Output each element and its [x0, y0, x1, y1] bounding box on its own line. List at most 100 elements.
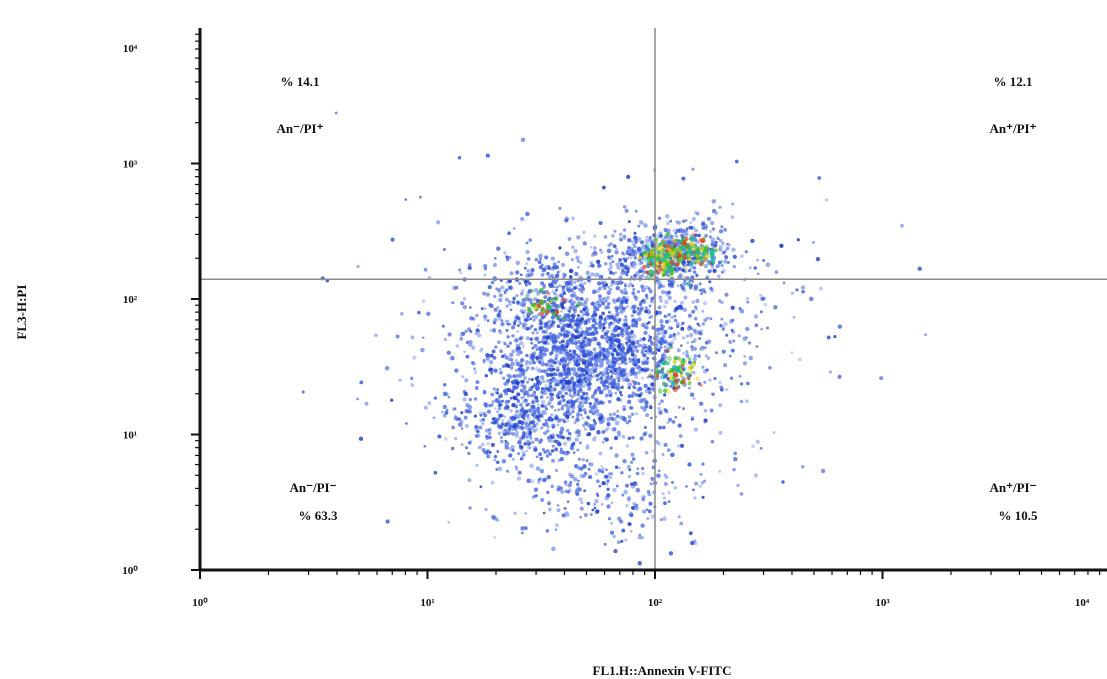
density-dot [721, 328, 725, 331]
density-dot [644, 325, 649, 330]
density-dot [699, 256, 703, 260]
density-dot [650, 296, 654, 301]
density-dot [582, 379, 586, 382]
density-dot [515, 343, 521, 348]
density-dot [693, 541, 698, 546]
density-dot [689, 392, 695, 397]
density-dot [667, 417, 673, 422]
density-dot [607, 399, 612, 404]
density-dot [570, 333, 575, 338]
density-dot [622, 290, 626, 294]
density-dot [511, 416, 516, 421]
density-dot [384, 365, 390, 371]
density-dot [711, 392, 715, 396]
density-dot [641, 466, 645, 471]
density-dot [622, 407, 627, 412]
density-dot [691, 280, 694, 283]
density-dot [552, 262, 557, 267]
density-dot [627, 522, 632, 527]
density-dot [615, 339, 620, 344]
density-dot [629, 256, 633, 260]
density-dot [611, 333, 615, 337]
density-dot [739, 399, 744, 404]
density-dot [688, 365, 693, 371]
density-dot [631, 264, 635, 268]
density-dot [550, 372, 554, 377]
density-dot [580, 416, 585, 420]
density-dot [543, 295, 548, 300]
density-dot [524, 422, 529, 427]
density-dot [460, 443, 464, 446]
density-dot [681, 321, 685, 325]
density-dot [701, 221, 706, 226]
density-dot [708, 229, 713, 234]
density-dot [519, 402, 523, 407]
density-dot [632, 243, 636, 247]
density-dot [492, 516, 498, 521]
density-dot [518, 281, 522, 285]
density-dot [661, 360, 667, 366]
density-dot [713, 376, 717, 381]
density-dot [700, 329, 703, 333]
density-dot [497, 340, 501, 344]
density-dot [556, 504, 560, 507]
density-dot [548, 500, 551, 504]
density-dot [552, 372, 557, 376]
density-dot [508, 302, 512, 306]
density-dot [579, 357, 584, 362]
density-dot [514, 368, 518, 372]
density-dot [464, 329, 468, 333]
density-dot [562, 363, 566, 367]
density-dot [501, 459, 507, 464]
density-dot [594, 397, 599, 403]
density-dot [621, 346, 626, 351]
density-dot [569, 394, 572, 398]
density-dot [675, 246, 680, 251]
density-dot [493, 458, 497, 462]
density-dot [575, 327, 579, 331]
density-dot [622, 296, 626, 300]
density-dot [687, 313, 693, 318]
density-dot [572, 393, 577, 397]
density-dot [625, 421, 629, 425]
density-dot [564, 511, 569, 515]
density-dot [708, 235, 712, 239]
density-dot [547, 324, 553, 329]
density-dot [634, 209, 638, 213]
density-dot [595, 330, 599, 334]
density-dot [604, 437, 609, 442]
density-dot [496, 314, 500, 318]
density-dot [506, 322, 510, 326]
density-dot [558, 293, 563, 298]
density-dot [691, 216, 696, 222]
density-dot [676, 368, 680, 373]
density-dot [585, 445, 590, 450]
quadrant-label-lower-right: An⁺/PI⁻ [990, 480, 1037, 495]
density-dot [625, 344, 629, 348]
density-dot [531, 358, 535, 362]
density-dot [637, 317, 642, 322]
density-dot [548, 367, 554, 373]
density-dot [632, 287, 636, 291]
density-dot [650, 476, 655, 481]
density-dot [490, 371, 494, 375]
density-dot [606, 487, 610, 491]
density-dot [594, 498, 599, 504]
density-dot [703, 380, 707, 384]
density-dot [524, 283, 528, 287]
density-dot [674, 238, 678, 243]
density-dot [505, 381, 509, 386]
density-dot [635, 482, 639, 487]
density-dot [568, 269, 573, 273]
density-dot [676, 331, 681, 336]
density-dot [606, 426, 611, 431]
density-dot [720, 270, 724, 274]
density-dot [612, 416, 617, 422]
density-dot [611, 358, 616, 362]
density-dot [710, 439, 715, 444]
density-dot [691, 167, 695, 171]
density-dot [505, 297, 509, 302]
density-dot [672, 359, 677, 365]
density-dot [616, 333, 621, 338]
density-dot [668, 248, 672, 252]
